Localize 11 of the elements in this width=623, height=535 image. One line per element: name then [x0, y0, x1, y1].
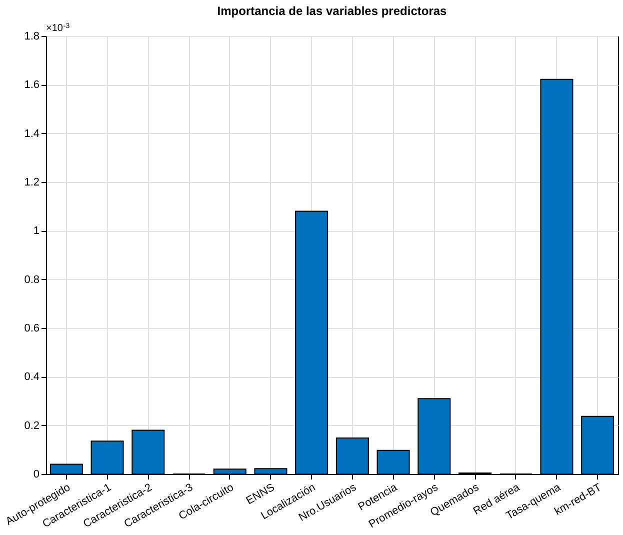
y-tick-label: 0.2: [24, 420, 40, 432]
y-tick-label: 0: [33, 468, 40, 480]
y-tick-label: 1.6: [24, 79, 40, 92]
y-tick-label: 0.4: [24, 371, 40, 384]
y-tick-label: 1.2: [24, 176, 40, 188]
y-tick-label: 0.6: [24, 322, 40, 334]
y-tick-label: 1.4: [24, 128, 40, 140]
y-tick-label: 0.8: [24, 274, 40, 286]
y-tick-label: 1.8: [24, 30, 40, 42]
chart-title: Importancia de las variables predictoras: [217, 4, 448, 18]
y-tick-label: 1: [33, 225, 40, 238]
